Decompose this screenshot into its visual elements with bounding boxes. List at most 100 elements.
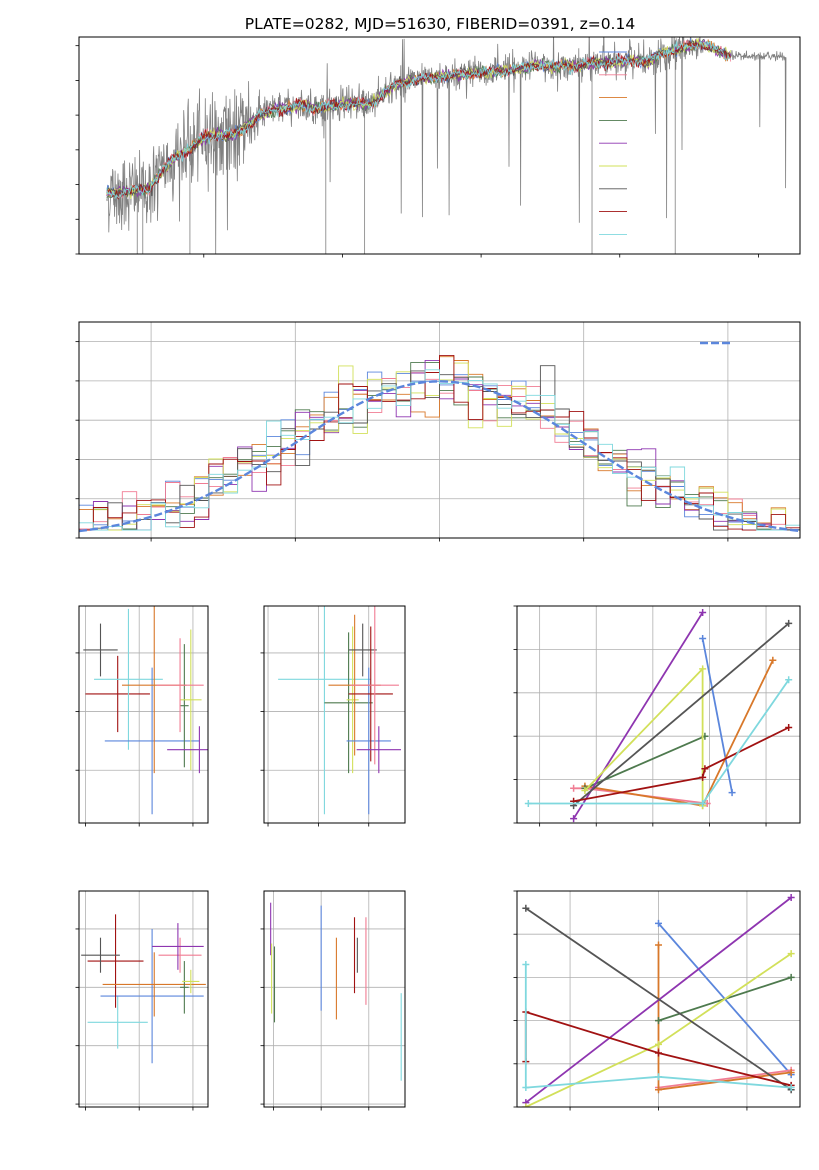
series-point <box>570 815 578 823</box>
panel-age-vs-mass <box>260 605 406 827</box>
errorbar-salpeter-stelib <box>348 626 393 762</box>
axes-frame <box>263 890 406 1108</box>
plot-area <box>522 893 795 1107</box>
series-point <box>787 1068 795 1076</box>
series-line <box>573 726 790 803</box>
series-line <box>573 622 790 807</box>
errorbar-chabrier-miles <box>100 928 204 1064</box>
errorbar-chabrier-elodie <box>324 632 373 774</box>
series-point <box>655 941 662 949</box>
errorbar-salpeter-elodie <box>356 726 401 774</box>
series-line <box>572 612 704 820</box>
series-salpeter-elodie <box>570 609 707 823</box>
grid-lines <box>264 606 405 823</box>
axes-frame-group <box>75 652 194 827</box>
series-point <box>699 665 707 673</box>
axes-frame <box>78 890 209 1108</box>
series-point <box>655 1040 662 1048</box>
axes-frame-group <box>75 45 759 258</box>
series-point <box>581 786 589 794</box>
errorbar-kroupa-elodie <box>346 626 359 774</box>
errorbar-salpeter-stelib <box>85 655 150 733</box>
series-kroupa-stelib <box>522 960 795 1092</box>
series-point <box>785 724 793 732</box>
panel-mass-weight-vs-age <box>513 605 801 827</box>
figure-title: PLATE=0282, MJD=51630, FIBERID=0391, z=0… <box>245 15 635 33</box>
grid-lines <box>79 322 800 539</box>
series-point <box>655 919 662 927</box>
plot-area <box>79 354 800 538</box>
series-point <box>522 1103 530 1107</box>
plot-area <box>83 606 208 815</box>
axes-frame-group <box>260 928 370 1111</box>
panel-mass-vs-metallicity <box>75 890 209 1111</box>
axes-frame <box>516 605 801 824</box>
series-point <box>699 635 707 643</box>
errorbar-salpeter-miles <box>158 937 202 973</box>
errorbar-chabrier-elodie <box>180 961 189 1014</box>
series-point <box>787 893 795 901</box>
errorbar-kroupa-elodie <box>182 969 200 994</box>
errorbar-chabrier-stelib <box>81 937 120 973</box>
errorbar-chabrier-stelib <box>83 623 118 677</box>
series-line <box>584 666 704 806</box>
series-point <box>570 784 578 792</box>
errorbar-salpeter-stelib <box>87 914 144 1008</box>
series-point <box>769 656 777 664</box>
axes-frame-group <box>513 890 748 1111</box>
plot-area <box>278 606 401 815</box>
series-line <box>525 907 792 1091</box>
errorbar-salpeter-miles <box>156 638 204 733</box>
series-kroupa-elodie <box>522 950 795 1107</box>
model-spectrum-salpeter-stelib <box>106 41 732 200</box>
model-spectrum-kroupa-stelib <box>106 39 731 200</box>
series-line <box>658 1069 792 1089</box>
series-point <box>522 904 530 912</box>
errorbar-chabrier-miles <box>346 667 391 815</box>
axes-frame-group <box>513 605 767 827</box>
series-point <box>655 1049 662 1057</box>
series-point <box>699 799 707 807</box>
series-kroupa-stelib <box>524 676 793 807</box>
plot-area <box>270 902 402 1081</box>
series-point <box>655 1017 662 1025</box>
series-point <box>701 765 709 773</box>
series-point <box>699 773 707 781</box>
axes-frame-group <box>75 928 194 1111</box>
errorbar-kroupa-stelib <box>87 996 148 1049</box>
series-point <box>785 676 793 684</box>
errorbar-salpeter-miles <box>350 606 399 765</box>
plot-area <box>81 914 206 1064</box>
series-point <box>655 1073 662 1081</box>
series-point <box>699 609 707 617</box>
series-point <box>522 960 530 968</box>
errorbar-chabrier-elodie <box>180 644 189 768</box>
grid-lines <box>79 606 208 823</box>
series-point <box>524 799 532 807</box>
series-point <box>787 973 795 981</box>
histogram-kroupa-stelib <box>79 369 800 538</box>
grid-lines <box>79 891 208 1107</box>
panel-spectrum <box>75 36 801 258</box>
series-salpeter-stelib <box>570 724 793 805</box>
series-point <box>522 1084 530 1092</box>
plot-area <box>524 609 793 823</box>
errorbar-kroupa-stelib <box>278 606 371 815</box>
axes-frame <box>516 890 801 1108</box>
series-point <box>787 950 795 958</box>
series-kroupa-miles <box>581 656 777 810</box>
errorbar-kroupa-stelib <box>94 608 163 750</box>
panel-mass-vs-ebv <box>260 890 406 1111</box>
panel-mass-weight-vs-metallicity <box>513 890 801 1111</box>
errorbar-salpeter-elodie <box>167 726 208 774</box>
errorbar-salpeter-elodie <box>152 923 204 970</box>
axes-frame <box>78 605 209 824</box>
plot-area <box>106 37 787 254</box>
series-salpeter-elodie <box>522 893 795 1107</box>
panel-age-vs-metallicity <box>75 605 209 827</box>
series-point <box>728 789 736 797</box>
axes-frame <box>78 36 801 255</box>
errorbar-chabrier-miles <box>104 667 200 815</box>
grid-lines <box>264 891 405 1107</box>
